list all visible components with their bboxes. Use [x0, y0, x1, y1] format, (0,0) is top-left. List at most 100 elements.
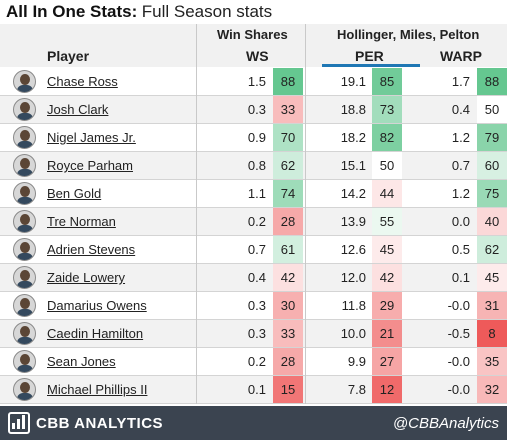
per-percentile: 82	[372, 124, 402, 151]
column-divider	[196, 24, 197, 404]
warp-value: -0.0	[447, 354, 470, 369]
warp-percentile: 40	[477, 208, 507, 235]
player-headshot-icon	[13, 98, 36, 121]
table-row: Josh Clark 0.3 33 18.8 73 0.4 50	[0, 96, 507, 124]
ws-percentile: 74	[273, 180, 303, 207]
warp-percentile: 45	[477, 264, 507, 291]
per-value: 18.8	[340, 102, 366, 117]
ws-percentile: 70	[273, 124, 303, 151]
player-name-link[interactable]: Caedin Hamilton	[47, 326, 144, 341]
per-percentile: 12	[372, 376, 402, 403]
player-headshot-icon	[13, 378, 36, 401]
warp-value: 0.5	[451, 242, 470, 257]
warp-value: -0.0	[447, 382, 470, 397]
column-header-player[interactable]: Player	[47, 48, 90, 64]
ws-value: 0.9	[247, 130, 266, 145]
footer-bar: CBB ANALYTICS @CBBAnalytics	[0, 406, 507, 440]
warp-value: 0.7	[451, 158, 470, 173]
ws-percentile: 15	[273, 376, 303, 403]
player-name-link[interactable]: Michael Phillips II	[47, 382, 148, 397]
group-header-win-shares: Win Shares	[217, 27, 288, 42]
player-name-link[interactable]: Royce Parham	[47, 158, 133, 173]
per-percentile: 44	[372, 180, 402, 207]
warp-value: 1.2	[451, 130, 470, 145]
warp-percentile: 88	[477, 68, 507, 95]
table-row: Sean Jones 0.2 28 9.9 27 -0.0 35	[0, 348, 507, 376]
per-percentile: 42	[372, 264, 402, 291]
title-main: All In One Stats:	[6, 2, 138, 21]
ws-value: 1.1	[247, 186, 266, 201]
ws-value: 0.2	[247, 214, 266, 229]
column-header-warp[interactable]: WARP	[440, 48, 482, 64]
ws-value: 0.3	[247, 326, 266, 341]
per-percentile: 27	[372, 348, 402, 375]
column-header-ws[interactable]: WS	[246, 48, 269, 64]
ws-percentile: 88	[273, 68, 303, 95]
player-name-link[interactable]: Ben Gold	[47, 186, 102, 201]
per-percentile: 45	[372, 236, 402, 263]
per-percentile: 55	[372, 208, 402, 235]
warp-percentile: 79	[477, 124, 507, 151]
table-row: Royce Parham 0.8 62 15.1 50 0.7 60	[0, 152, 507, 180]
table-row: Caedin Hamilton 0.3 33 10.0 21 -0.5 8	[0, 320, 507, 348]
ws-percentile: 33	[273, 320, 303, 347]
warp-value: 1.2	[451, 186, 470, 201]
player-headshot-icon	[13, 350, 36, 373]
per-percentile: 73	[372, 96, 402, 123]
ws-percentile: 62	[273, 152, 303, 179]
ws-value: 0.2	[247, 354, 266, 369]
table-row: Damarius Owens 0.3 30 11.8 29 -0.0 31	[0, 292, 507, 320]
ws-value: 0.7	[247, 242, 266, 257]
player-headshot-icon	[13, 154, 36, 177]
player-headshot-icon	[13, 238, 36, 261]
warp-value: -0.0	[447, 298, 470, 313]
table-row: Chase Ross 1.5 88 19.1 85 1.7 88	[0, 68, 507, 96]
bar-chart-logo-icon	[8, 412, 30, 434]
player-headshot-icon	[13, 182, 36, 205]
brand-name: CBB ANALYTICS	[36, 415, 164, 432]
per-value: 12.6	[340, 242, 366, 257]
player-headshot-icon	[13, 210, 36, 233]
per-value: 12.0	[340, 270, 366, 285]
warp-value: 0.1	[451, 270, 470, 285]
player-name-link[interactable]: Josh Clark	[47, 102, 109, 117]
column-divider	[305, 24, 306, 404]
player-headshot-icon	[13, 266, 36, 289]
ws-value: 0.8	[247, 158, 266, 173]
player-name-link[interactable]: Adrien Stevens	[47, 242, 136, 257]
per-value: 10.0	[340, 326, 366, 341]
player-name-link[interactable]: Nigel James Jr.	[47, 130, 136, 145]
player-name-link[interactable]: Damarius Owens	[47, 298, 147, 313]
warp-percentile: 31	[477, 292, 507, 319]
column-header-per[interactable]: PER	[355, 48, 384, 64]
per-value: 7.8	[347, 382, 366, 397]
player-headshot-icon	[13, 126, 36, 149]
social-handle[interactable]: @CBBAnalytics	[392, 415, 499, 432]
player-name-link[interactable]: Zaide Lowery	[47, 270, 126, 285]
player-name-link[interactable]: Chase Ross	[47, 74, 118, 89]
player-name-link[interactable]: Sean Jones	[47, 354, 116, 369]
warp-percentile: 62	[477, 236, 507, 263]
player-name-link[interactable]: Tre Norman	[47, 214, 116, 229]
player-headshot-icon	[13, 70, 36, 93]
warp-percentile: 75	[477, 180, 507, 207]
per-percentile: 29	[372, 292, 402, 319]
per-percentile: 50	[372, 152, 402, 179]
table-row: Michael Phillips II 0.1 15 7.8 12 -0.0 32	[0, 376, 507, 404]
group-header-hmp: Hollinger, Miles, Pelton	[337, 27, 480, 42]
per-percentile: 21	[372, 320, 402, 347]
table-row: Nigel James Jr. 0.9 70 18.2 82 1.2 79	[0, 124, 507, 152]
warp-value: 1.7	[451, 74, 470, 89]
warp-percentile: 60	[477, 152, 507, 179]
ws-value: 0.3	[247, 298, 266, 313]
ws-percentile: 33	[273, 96, 303, 123]
ws-percentile: 28	[273, 348, 303, 375]
ws-percentile: 42	[273, 264, 303, 291]
table-row: Zaide Lowery 0.4 42 12.0 42 0.1 45	[0, 264, 507, 292]
per-sort-indicator	[322, 64, 420, 67]
warp-value: 0.0	[451, 214, 470, 229]
table-row: Tre Norman 0.2 28 13.9 55 0.0 40	[0, 208, 507, 236]
ws-value: 0.1	[247, 382, 266, 397]
warp-percentile: 32	[477, 376, 507, 403]
per-value: 18.2	[340, 130, 366, 145]
